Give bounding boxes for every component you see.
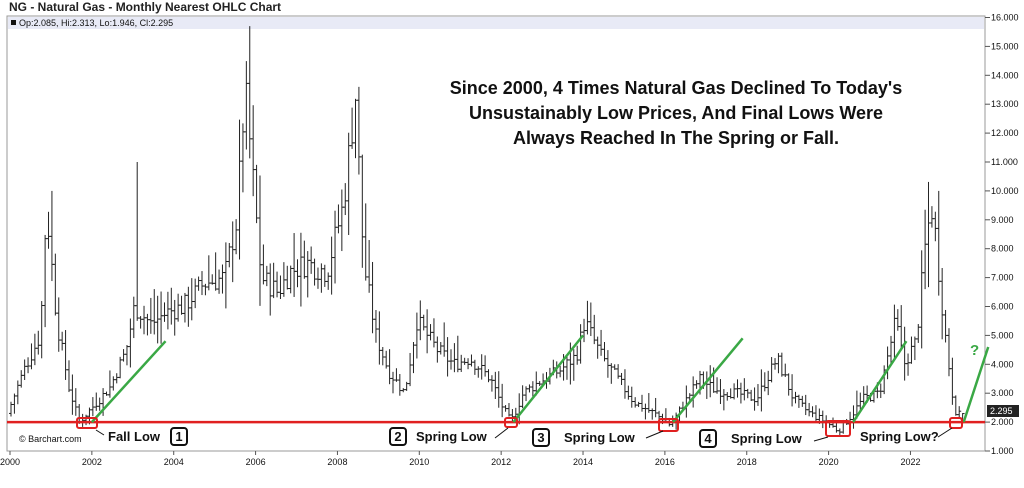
low-highlight-box [825,420,851,437]
y-tick-label: 4.000 [991,359,1014,369]
trend-lines [90,334,990,423]
y-tick-label: 1.000 [991,446,1014,456]
low-number-text: 3 [537,430,544,445]
headline-line-3: Always Reached In The Spring or Fall. [513,128,839,148]
current-price-tag: 2.295 [987,405,1019,417]
low-pointer [494,427,509,439]
low-pointer [937,427,953,438]
low-highlight-box [504,417,518,428]
trend-line [512,334,584,423]
x-tick-label: 2006 [246,457,266,467]
low-label: Spring Low? [860,429,939,444]
low-number-badge [389,427,407,446]
y-tick-label: 10.000 [991,186,1019,196]
low-label: Spring Low [564,430,636,445]
low-highlight-box [949,417,963,429]
x-tick-label: 2020 [819,457,839,467]
trend-line [672,337,744,423]
low-pointer [645,430,664,439]
x-tick-label: 2004 [164,457,184,467]
low-pointer [95,429,105,436]
x-tick-label: 2014 [573,457,593,467]
x-tick-label: 2002 [82,457,102,467]
y-tick-label: 13.000 [991,99,1019,109]
low-number-text: 2 [394,429,401,444]
y-tick-label: 9.000 [991,215,1014,225]
trend-line [962,346,990,423]
x-tick-label: 2008 [327,457,347,467]
y-tick-label: 15.000 [991,41,1019,51]
y-tick-label: 2.000 [991,417,1014,427]
ohlc-readout-marker [11,20,16,25]
y-tick-label: 11.000 [991,157,1018,167]
headline-line-1: Since 2000, 4 Times Natural Gas Declined… [450,78,902,98]
headline-line-2: Unsustainably Low Prices, And Final Lows… [469,103,883,123]
y-tick-label: 3.000 [991,388,1014,398]
low-number-badge [699,429,717,448]
low-number-badge [532,428,550,447]
trend-line [90,340,167,423]
y-tick-label: 5.000 [991,330,1014,340]
header-band [8,17,984,29]
x-tick-label: 2022 [900,457,920,467]
x-tick-label: 2012 [491,457,511,467]
low-number-text: 4 [704,431,712,446]
price-bars [9,26,965,436]
ohlc-readout: Op:2.085, Hi:2.313, Lo:1.946, Cl:2.295 [19,18,173,28]
future-question-mark: ? [970,342,979,359]
y-axis: 1.000 2.000 3.000 4.000 5.000 6.000 7.000 8.000… [985,13,1019,456]
x-tick-label: 2000 [0,457,20,467]
y-tick-label: 6.000 [991,302,1014,312]
y-tick-label: 14.000 [991,70,1019,80]
copyright: © Barchart.com [19,434,82,444]
x-axis: 2000 2002 2004 2006 2008 2010 2012 2014 2016 2018… [0,451,920,467]
x-tick-label: 2010 [409,457,429,467]
low-number-badge [170,427,188,446]
headline-annotation: Since 2000, 4 Times Natural Gas Declined… [450,78,902,148]
low-highlight-box [658,418,679,432]
low-markers: Fall Low 1 Spring Low 2 Spring Low 3 Spring Lo… [76,417,963,448]
price-tag-text: 2.295 [990,406,1013,416]
price-tag-bg [987,405,1019,417]
low-label: Spring Low [731,431,803,446]
y-tick-label: 8.000 [991,244,1014,254]
chart-title: NG - Natural Gas - Monthly Nearest OHLC … [9,0,281,14]
plot-frame [6,15,986,452]
x-tick-label: 2016 [655,457,675,467]
y-tick-label: 16.000 [991,13,1019,23]
x-tick-label: 2018 [737,457,757,467]
low-label: Spring Low [416,429,488,444]
y-tick-label: 7.000 [991,273,1014,283]
low-label: Fall Low [108,429,161,444]
low-pointer [813,436,829,442]
y-tick-label: 12.000 [991,128,1019,138]
trend-line [852,340,908,423]
low-number-text: 1 [175,429,182,444]
low-highlight-box [76,417,98,429]
